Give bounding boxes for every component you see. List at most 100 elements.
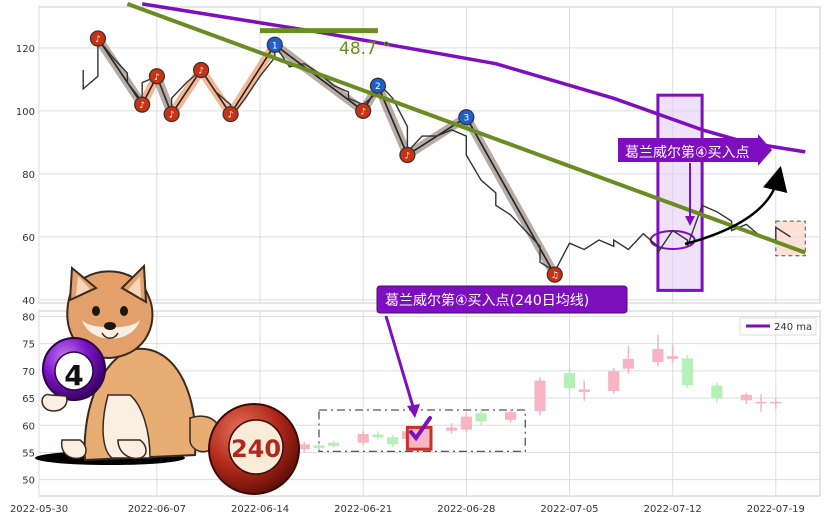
- candle: [357, 430, 369, 445]
- wave-marker-up: 3: [458, 109, 475, 126]
- candle: [298, 441, 310, 453]
- wave-marker-down: ♪: [222, 105, 239, 123]
- candle-body: [475, 413, 487, 422]
- wave-segment: [170, 69, 202, 115]
- wave-marker-up-dot: [266, 36, 283, 53]
- wave-marker-up: 2: [369, 77, 387, 94]
- consolidation-box: [318, 409, 526, 453]
- wave-segment: [274, 44, 364, 112]
- candle-body: [755, 401, 767, 404]
- annotation-lower-text: 葛兰威尔第④买入点(240日均线): [385, 292, 589, 309]
- candle: [667, 344, 679, 363]
- trend-line: [126, 2, 806, 255]
- upper-y-tick-label: 40: [22, 296, 35, 307]
- upper-annotation: 葛兰威尔第④买入点: [618, 134, 772, 166]
- candle-body: [740, 394, 752, 401]
- lower-y-tick-label: 60: [22, 421, 35, 432]
- wave-marker-down-label: ♪: [360, 107, 366, 117]
- legend-label: 240 ma: [774, 322, 812, 333]
- candle-body: [387, 437, 399, 445]
- candle: [740, 392, 752, 405]
- candles: [298, 334, 782, 453]
- upper-y-tick-label: 60: [22, 233, 35, 244]
- wave-marker-down-label: ♪: [228, 111, 234, 121]
- candle-body: [770, 401, 782, 404]
- x-tick-label: 2022-07-05: [540, 504, 598, 515]
- lower-annotation: 葛兰威尔第④买入点(240日均线): [376, 285, 628, 314]
- wave-marker-down-label: ♪: [95, 35, 101, 45]
- lower-y-tick-label: 55: [22, 448, 35, 459]
- wave-marker-down-label: ♪: [198, 66, 204, 76]
- wave-marker-down: ♪: [163, 105, 180, 123]
- upper-y-tick-label: 80: [22, 170, 35, 181]
- annotation-upper-pointer-head: [685, 216, 695, 226]
- annotation-lower-pointer-head: [407, 404, 420, 418]
- candle-body: [446, 427, 458, 431]
- candle-body: [372, 434, 384, 438]
- candle: [475, 410, 487, 426]
- candle: [711, 382, 723, 403]
- wave-marker-up-label: 1: [272, 41, 278, 51]
- wave-marker-down-label: ♪: [405, 152, 411, 162]
- candle-body: [328, 442, 340, 446]
- angle-label: 48.7 °: [339, 39, 391, 59]
- wave-marker-down-label: ♫: [551, 271, 559, 281]
- x-axis-ticks: 2022-05-30 2022-06-07 2022-06-14 2022-06-21…: [10, 504, 805, 515]
- annotation-lower-pointer: [384, 315, 416, 411]
- wave-marker-down: ♪: [89, 30, 107, 47]
- wave-marker-down-label: ♪: [139, 101, 145, 111]
- candle: [608, 368, 620, 394]
- wave-marker-down-dot: [222, 105, 239, 123]
- wave-marker-down: ♪: [192, 61, 210, 79]
- candle: [563, 368, 576, 395]
- candle: [313, 443, 325, 451]
- candle-body: [298, 444, 310, 450]
- wave-marker-down: ♪: [399, 146, 416, 164]
- wave-marker-down-dot: [134, 96, 151, 113]
- candle: [460, 412, 472, 433]
- x-tick-label: 2022-06-07: [128, 504, 186, 515]
- angle-label-group: 48.7 °: [339, 39, 391, 59]
- wave-marker-up-dot: [369, 77, 387, 94]
- annotation-upper-text: 葛兰威尔第④买入点: [625, 144, 750, 161]
- wave-marker-down-dot: [148, 68, 165, 85]
- wave-marker-down-dot: [546, 266, 563, 283]
- lower-y-tick-label: 75: [22, 340, 35, 351]
- wave-marker-down-dot: [355, 102, 372, 120]
- candle: [328, 440, 340, 448]
- upper-y-ticks: 120 100 80 60 40: [16, 44, 35, 307]
- wave-markers: ♪ ♪ ♪ ♪ ♪ ♪ ♪ ♪ ♫ 1 2 3: [89, 30, 563, 283]
- wave-marker-down-dot: [163, 105, 180, 123]
- wave-marker-down-dot: [399, 146, 416, 164]
- candle-body: [313, 445, 325, 449]
- x-tick-label: 2022-05-30: [10, 504, 68, 515]
- candle-body: [534, 380, 546, 412]
- candle: [578, 380, 590, 401]
- lower-y-tick-label: 70: [22, 367, 35, 378]
- lower-y-ticks: 80 75 70 65 60 55 50: [22, 312, 35, 486]
- rebound-arrow: [684, 165, 788, 246]
- lower-y-tick-label: 80: [22, 312, 35, 323]
- candle-body: [652, 349, 664, 363]
- wave-marker-up-label: 3: [463, 114, 469, 124]
- candle-body: [357, 433, 369, 443]
- lower-y-tick-label: 65: [22, 394, 35, 405]
- candle-body: [460, 416, 472, 430]
- candle-body: [504, 412, 517, 420]
- wave-marker-down-dot: [192, 61, 210, 79]
- candle: [622, 345, 635, 374]
- lower-legend: 240 ma: [739, 317, 817, 336]
- candle-body: [681, 358, 693, 385]
- upper-y-tick-label: 120: [16, 44, 35, 55]
- x-tick-label: 2022-06-21: [334, 504, 392, 515]
- candle: [446, 423, 458, 434]
- x-tick-label: 2022-06-28: [437, 504, 495, 515]
- legend-box: [739, 317, 817, 336]
- wave-marker-down: ♪: [355, 102, 372, 120]
- x-tick-label: 2022-07-12: [644, 504, 702, 515]
- wave-marker-down-label: ♪: [169, 111, 175, 121]
- candle: [534, 377, 546, 416]
- wave-segment: [97, 38, 143, 106]
- wave-marker-down-dot: [89, 30, 107, 47]
